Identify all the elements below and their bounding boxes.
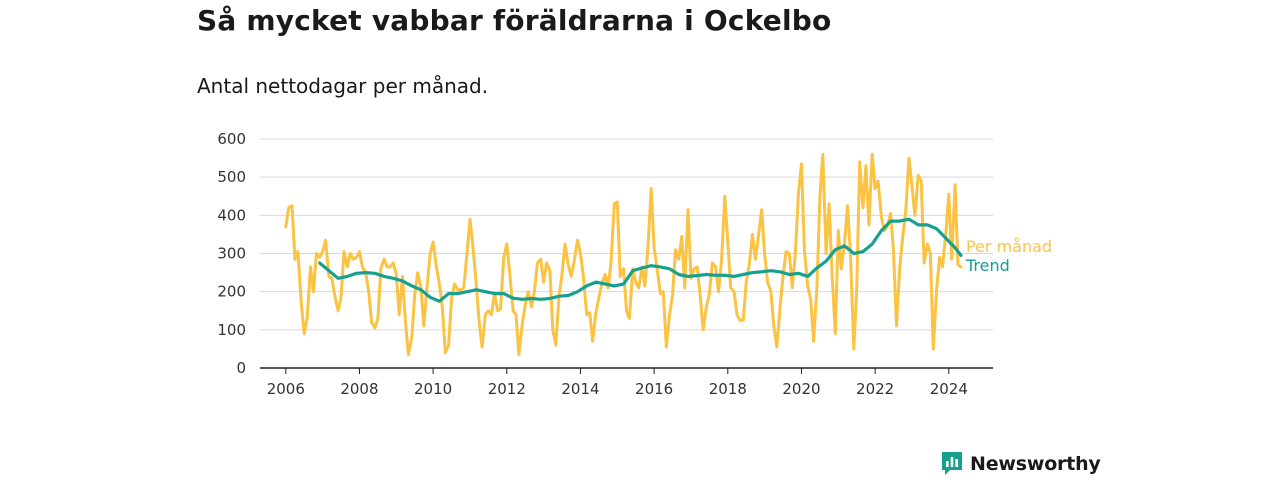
y-tick-label: 400	[217, 206, 246, 224]
x-tick-label: 2012	[488, 380, 526, 398]
x-tick-label: 2010	[414, 380, 452, 398]
series-lines	[284, 152, 963, 357]
x-tick-label: 2008	[340, 380, 378, 398]
y-tick-label: 300	[217, 245, 246, 263]
chart-subtitle: Antal nettodagar per månad.	[197, 74, 489, 98]
y-tick-label: 200	[217, 283, 246, 301]
y-tick-label: 600	[217, 130, 246, 148]
x-tick-label: 2020	[782, 380, 820, 398]
brand-name: Newsworthy	[970, 453, 1101, 475]
y-tick-label: 500	[217, 168, 246, 186]
x-axis: 2006 2008 2010 2012 2014 2016 2018 2020 2022 2024	[260, 367, 993, 398]
x-tick-label: 2014	[561, 380, 599, 398]
bar-chart-speech-bubble-icon	[942, 452, 962, 475]
series-label-trend: Trend	[965, 256, 1010, 275]
series-line-monthly	[284, 152, 963, 357]
x-tick-label: 2022	[856, 380, 894, 398]
x-tick-label: 2016	[635, 380, 673, 398]
y-tick-label: 100	[217, 321, 246, 339]
y-axis-ticks: 0 100 200 300 400 500 600	[217, 130, 246, 377]
x-tick-label: 2006	[267, 380, 305, 398]
newsworthy-logo: Newsworthy	[940, 450, 1101, 478]
series-line-trend	[318, 217, 963, 303]
x-tick-label: 2018	[709, 380, 747, 398]
series-label-monthly: Per månad	[966, 237, 1052, 256]
chart-title: Så mycket vabbar föräldrarna i Ockelbo	[197, 4, 832, 37]
y-tick-label: 0	[236, 359, 246, 377]
x-tick-label: 2024	[930, 380, 968, 398]
